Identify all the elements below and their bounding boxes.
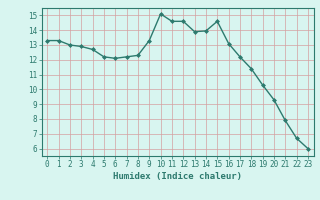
X-axis label: Humidex (Indice chaleur): Humidex (Indice chaleur) bbox=[113, 172, 242, 181]
